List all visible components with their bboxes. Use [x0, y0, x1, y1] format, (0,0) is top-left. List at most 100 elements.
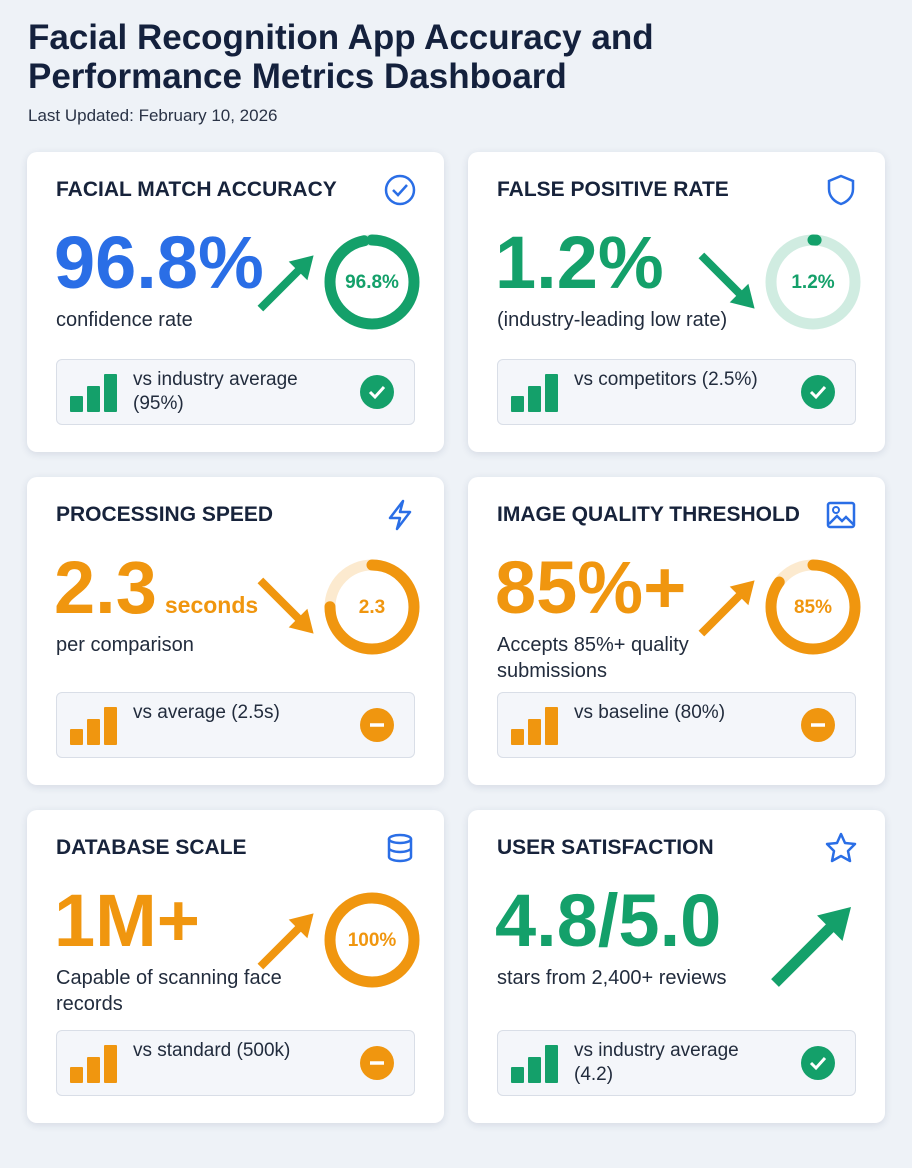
- description: Capable of scanning face records: [56, 967, 282, 1015]
- comparison-box: vs standard (500k): [56, 1030, 415, 1096]
- arrow-head: [817, 907, 851, 941]
- bar: [70, 729, 83, 745]
- comparison-box: vs industry average (95%): [56, 359, 415, 425]
- description: confidence rate: [56, 309, 193, 331]
- gauge-arc: [324, 559, 420, 655]
- comparison-box: vs competitors (2.5%): [497, 359, 856, 425]
- comparison-box: vs industry average (4.2): [497, 1030, 856, 1096]
- card-title: IMAGE QUALITY THRESHOLD: [497, 503, 800, 526]
- gauge-label: 1.2%: [791, 272, 834, 293]
- bar: [511, 396, 524, 412]
- bar: [104, 374, 117, 412]
- status-icon: [801, 1046, 835, 1080]
- gauge: 1.2%: [765, 234, 861, 330]
- metric-card: PROCESSING SPEED 2.3 seconds per comparison…: [27, 477, 444, 785]
- bar: [528, 1057, 541, 1083]
- bar: [528, 386, 541, 412]
- value-text: 1.2%: [495, 221, 664, 304]
- gauge-label: 2.3: [359, 597, 385, 618]
- bar: [545, 374, 558, 412]
- metric-card: FALSE POSITIVE RATE 1.2% (industry-leading…: [468, 152, 885, 452]
- arrow-shaft: [771, 915, 843, 987]
- last-updated: Last Updated: February 10, 2026: [28, 106, 278, 125]
- metric-card: IMAGE QUALITY THRESHOLD 85%+ Accepts 85%+ …: [468, 477, 885, 785]
- bar: [70, 396, 83, 412]
- gauge-arc: [324, 892, 420, 988]
- arrow-head: [288, 913, 314, 939]
- arrow-head: [729, 580, 755, 606]
- metric-card: DATABASE SCALE 1M+ Capable of scanning fac…: [27, 810, 444, 1123]
- bar: [104, 707, 117, 745]
- comparison-box: vs baseline (80%): [497, 692, 856, 758]
- metric-card: USER SATISFACTION 4.8/5.0 stars from 2,400…: [468, 810, 885, 1123]
- value-unit: seconds: [164, 592, 259, 618]
- card-icon: [827, 174, 855, 206]
- card-icon: [826, 501, 856, 529]
- bars-icon: [511, 374, 558, 412]
- arrow-head: [729, 283, 755, 309]
- bar: [545, 707, 558, 745]
- comparison-text: vs average (2.5s): [133, 702, 280, 723]
- metric-card: FACIAL MATCH ACCURACY 96.8% confidence rat…: [27, 152, 444, 452]
- metric-value: 85%+: [495, 551, 686, 625]
- status-icon: [801, 375, 835, 409]
- arrow-shaft: [698, 586, 749, 637]
- bar: [87, 386, 100, 412]
- metric-value: 1M+: [54, 884, 200, 958]
- card-icon: [384, 174, 416, 206]
- description: (industry-leading low rate): [497, 309, 728, 331]
- description: stars from 2,400+ reviews: [497, 967, 727, 989]
- trend-arrow: [771, 907, 851, 987]
- arrow-shaft: [257, 577, 308, 628]
- card-icon: [387, 833, 413, 863]
- status-bg: [801, 375, 835, 409]
- arrow-head: [288, 608, 314, 634]
- value-text: 1M+: [54, 879, 201, 962]
- description: per comparison: [56, 634, 194, 656]
- bar: [528, 719, 541, 745]
- gauge-label: 96.8%: [345, 272, 399, 293]
- gauge: 96.8%: [324, 234, 420, 330]
- metric-value: 2.3 seconds: [54, 551, 258, 625]
- trend-arrow: [698, 580, 755, 637]
- value-text: 4.8/5.0: [495, 879, 722, 962]
- bars-icon: [70, 374, 117, 412]
- metric-value: 1.2%: [495, 226, 664, 300]
- bars-icon: [70, 1045, 117, 1083]
- gauge-arc: [765, 559, 861, 655]
- description: Accepts 85%+ quality submissions: [497, 634, 689, 682]
- gauge: 85%: [765, 559, 861, 655]
- gauge-arc: [765, 234, 861, 330]
- bar: [87, 719, 100, 745]
- status-icon: [360, 1046, 394, 1080]
- card-title: FALSE POSITIVE RATE: [497, 178, 729, 201]
- bars-icon: [511, 707, 558, 745]
- trend-arrow: [257, 577, 314, 634]
- status-icon: [360, 708, 394, 742]
- comparison-text: vs industry average (95%): [133, 369, 298, 414]
- bar: [511, 1067, 524, 1083]
- bar: [87, 1057, 100, 1083]
- gauge-label: 85%: [794, 597, 832, 618]
- gauge-arc: [324, 234, 420, 330]
- arrow-head: [288, 255, 314, 281]
- value-text: 85%+: [495, 546, 687, 629]
- trend-arrow: [698, 252, 755, 309]
- bars-icon: [70, 707, 117, 745]
- status-icon: [360, 375, 394, 409]
- card-title: PROCESSING SPEED: [56, 503, 274, 526]
- arrow-shaft: [257, 261, 308, 312]
- metric-value: 96.8%: [54, 226, 264, 300]
- gauge: 2.3: [324, 559, 420, 655]
- trend-arrow: [257, 913, 314, 970]
- card-title: FACIAL MATCH ACCURACY: [56, 178, 337, 201]
- status-check: [809, 1056, 827, 1071]
- card-icon: [388, 499, 412, 531]
- card-title: USER SATISFACTION: [497, 836, 714, 859]
- arrow-shaft: [257, 919, 308, 970]
- status-icon: [801, 708, 835, 742]
- status-check: [368, 385, 386, 400]
- bar: [104, 1045, 117, 1083]
- status-check: [809, 385, 827, 400]
